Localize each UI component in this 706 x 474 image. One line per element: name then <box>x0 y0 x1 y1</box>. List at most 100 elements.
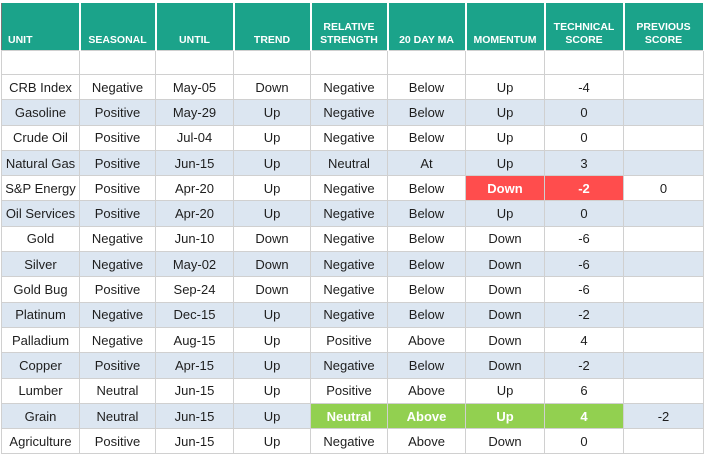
table-cell: May-05 <box>155 73 234 101</box>
table-cell: Up <box>233 402 311 430</box>
table-cell: Up <box>465 149 545 177</box>
empty-cell <box>623 428 704 455</box>
empty-cell <box>623 200 704 227</box>
table-cell: Positive <box>310 326 388 354</box>
table-cell: Negative <box>310 200 388 227</box>
table-cell: Up <box>233 175 311 202</box>
table-cell: Gasoline <box>1 99 80 126</box>
table-row: S&P Energy Positive Apr-20 Up Negative Below D… <box>1 175 704 202</box>
table-cell: Below <box>387 99 466 126</box>
table-cell: -4 <box>544 73 624 101</box>
table-row: Platinum Negative Dec-15 Up Negative Below Dow… <box>1 301 704 328</box>
table-cell: -2 <box>544 301 624 328</box>
table-cell: May-02 <box>155 251 234 278</box>
table-cell: Negative <box>79 251 156 278</box>
table-cell: Positive <box>310 377 388 404</box>
table-cell: Jun-15 <box>155 428 234 455</box>
table-cell: Palladium <box>1 326 80 354</box>
table-cell: Positive <box>79 200 156 227</box>
table-cell: Lumber <box>1 377 80 404</box>
table-cell: Neutral <box>79 402 156 430</box>
table-cell: Up <box>233 377 311 404</box>
table-cell: Jun-15 <box>155 377 234 404</box>
table-cell: Down <box>465 251 545 278</box>
empty-cell <box>623 124 704 151</box>
empty-cell <box>623 149 704 177</box>
table-cell: Negative <box>79 73 156 101</box>
table-cell: Down <box>233 225 311 253</box>
table-cell: Neutral <box>310 149 388 177</box>
table-cell: S&P Energy <box>1 175 80 202</box>
empty-cell <box>623 99 704 126</box>
table-cell: Positive <box>79 124 156 151</box>
table-cell: Up <box>465 124 545 151</box>
table-cell: Down <box>465 225 545 253</box>
empty-cell <box>623 73 704 101</box>
table-cell: Negative <box>310 73 388 101</box>
empty-cell <box>623 326 704 354</box>
table-cell: Up <box>233 99 311 126</box>
table-cell: Copper <box>1 352 80 379</box>
table-cell: Negative <box>310 175 388 202</box>
table-cell: -6 <box>544 225 624 253</box>
empty-cell <box>623 377 704 404</box>
table-cell: Up <box>233 352 311 379</box>
table-cell: 0 <box>544 428 624 455</box>
table-body: CRB Index Negative May-05 Down Negative Below… <box>1 50 704 455</box>
table-cell: Down <box>233 251 311 278</box>
table-cell: 4 <box>544 402 624 430</box>
table-cell: Jun-15 <box>155 149 234 177</box>
table-cell: 0 <box>544 99 624 126</box>
table-cell: Positive <box>79 428 156 455</box>
table-row: Natural Gas Positive Jun-15 Up Neutral At Up 3 <box>1 149 704 177</box>
table-row: Gold Negative Jun-10 Down Negative Below Down -… <box>1 225 704 253</box>
table-row: Palladium Negative Aug-15 Up Positive Above Do… <box>1 326 704 354</box>
table-row: Agriculture Positive Jun-15 Up Negative Above… <box>1 428 704 455</box>
table-cell: Below <box>387 200 466 227</box>
table-cell: Silver <box>1 251 80 278</box>
empty-cell <box>623 251 704 278</box>
table-cell: Up <box>233 149 311 177</box>
table-cell: Grain <box>1 402 80 430</box>
column-header: 20 DAY MA <box>387 3 467 51</box>
table-cell: Below <box>387 301 466 328</box>
table-cell: -6 <box>544 276 624 303</box>
table-row: Oil Services Positive Apr-20 Up Negative Belo… <box>1 200 704 227</box>
table-cell: Below <box>387 175 466 202</box>
table-cell: Natural Gas <box>1 149 80 177</box>
column-header: UNTIL <box>155 3 235 51</box>
table-cell: Jul-04 <box>155 124 234 151</box>
table-cell: Up <box>465 99 545 126</box>
table-cell: 0 <box>623 175 704 202</box>
table-cell: Up <box>465 377 545 404</box>
column-header: PREVIOUS SCORE <box>623 3 705 51</box>
table-cell: Above <box>387 326 466 354</box>
table-cell: Apr-20 <box>155 200 234 227</box>
table-cell: Platinum <box>1 301 80 328</box>
table-cell: Negative <box>310 301 388 328</box>
score-table: UNIT SEASONAL UNTIL TREND RELATIVE STRENGTH 2… <box>1 3 705 455</box>
column-header: RELATIVE STRENGTH <box>310 3 389 51</box>
table-cell: Up <box>465 73 545 101</box>
table-cell: Jun-15 <box>155 402 234 430</box>
table-cell: Negative <box>310 352 388 379</box>
table-cell: Neutral <box>79 377 156 404</box>
table-cell: Up <box>233 200 311 227</box>
table-cell: Below <box>387 251 466 278</box>
table-cell: Negative <box>79 326 156 354</box>
empty-cell <box>623 301 704 328</box>
table-cell: Down <box>465 175 545 202</box>
table-cell: Below <box>387 352 466 379</box>
table-cell: Negative <box>310 251 388 278</box>
table-cell: Below <box>387 225 466 253</box>
table-cell: Positive <box>79 175 156 202</box>
table-cell: Up <box>465 200 545 227</box>
table-cell: -2 <box>544 175 624 202</box>
table-cell: Down <box>233 73 311 101</box>
table-cell: 4 <box>544 326 624 354</box>
table-cell: Neutral <box>310 402 388 430</box>
column-header: TREND <box>233 3 312 51</box>
table-cell: Positive <box>79 352 156 379</box>
table-cell: Gold Bug <box>1 276 80 303</box>
column-header: UNIT <box>1 3 81 51</box>
